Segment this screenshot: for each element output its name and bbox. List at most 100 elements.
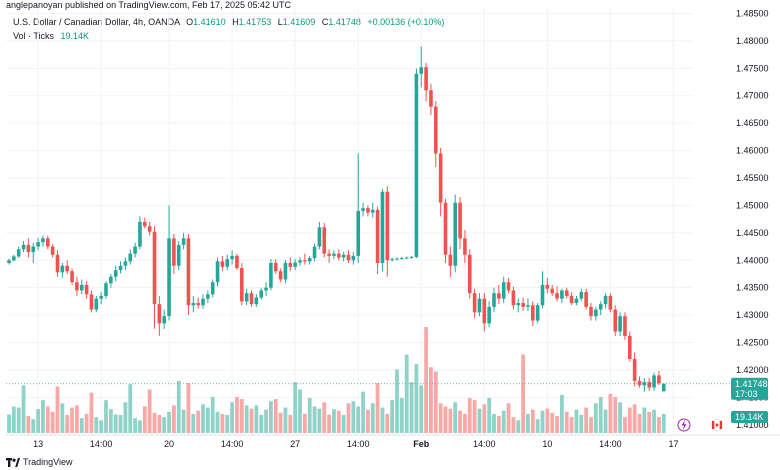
volume-bar	[603, 409, 608, 433]
volume-bar	[482, 404, 487, 433]
volume-bar	[627, 407, 632, 433]
volume-bar	[162, 417, 167, 433]
volume-bar	[133, 418, 137, 433]
volume-bar	[467, 398, 472, 433]
volume-bar	[75, 405, 79, 433]
candle-body	[293, 262, 297, 267]
volume-bar	[11, 406, 16, 433]
volume-bar	[84, 413, 89, 433]
candle-body	[60, 265, 65, 273]
volume-bar	[395, 369, 399, 433]
footer-brand: TradingView	[23, 457, 73, 467]
candle-body	[492, 293, 496, 307]
volume-bar	[113, 414, 118, 433]
candle-body	[351, 255, 356, 261]
price-tick-label: 1.45500	[736, 173, 769, 183]
candle-body	[244, 293, 249, 302]
candle-body	[497, 293, 501, 299]
candle-body	[628, 335, 632, 359]
current-price-badge[interactable]	[731, 377, 768, 400]
chart-legend: U.S. Dollar / Canadian Dollar, 4h, OANDA…	[13, 16, 444, 43]
volume-bar	[647, 411, 652, 433]
volume-bar	[545, 408, 550, 433]
candle-body	[555, 293, 559, 299]
volume-bar	[506, 403, 511, 433]
publisher-note: anglepanoyan published on TradingView.co…	[6, 0, 292, 10]
volume-bar	[176, 381, 181, 433]
volume-bar	[637, 413, 642, 433]
candle-body	[482, 298, 487, 324]
price-tick-label: 1.48500	[736, 8, 769, 18]
candle-body	[201, 298, 205, 306]
time-tick-label: Feb	[413, 439, 430, 449]
candle-body	[196, 303, 200, 306]
volume-bar	[399, 398, 404, 433]
flag-leaf	[715, 423, 719, 427]
volume-bar	[535, 419, 540, 433]
volume-bar	[254, 405, 259, 433]
volume-bar	[618, 402, 622, 433]
candle-body	[118, 265, 123, 271]
candle-body	[584, 292, 588, 307]
candle-body	[598, 304, 603, 310]
legend-volume-value: 19.14K	[60, 31, 90, 41]
volume-bar	[41, 400, 45, 433]
volume-bar	[642, 407, 647, 433]
candle-body	[361, 208, 365, 211]
candle-body	[215, 261, 220, 283]
volume-bar	[593, 403, 598, 433]
candle-body	[138, 221, 142, 247]
volume-bar	[269, 401, 273, 433]
candle-body	[540, 284, 545, 306]
candle-body	[603, 295, 608, 305]
candle-body	[26, 244, 31, 253]
candle-body	[288, 263, 293, 267]
volume-bar	[501, 410, 506, 433]
volume-bar	[613, 396, 618, 433]
candle-body	[113, 270, 118, 277]
candle-body	[487, 306, 491, 324]
volume-bar	[409, 382, 414, 433]
candle-body	[109, 276, 113, 284]
candle-body	[273, 263, 278, 272]
volume-bar	[419, 385, 424, 433]
legend-volume-label[interactable]: Vol · Ticks	[13, 31, 55, 41]
candle-body	[133, 246, 137, 254]
candle-body	[46, 238, 50, 247]
candle-body	[569, 295, 574, 304]
volume-bar	[327, 414, 331, 433]
time-tick-label: 10	[542, 439, 552, 449]
candle-body	[152, 231, 157, 305]
candle-body	[506, 282, 511, 291]
volume-bar	[157, 414, 162, 433]
candle-body	[385, 191, 390, 261]
candle-body	[167, 238, 171, 317]
volume-bar	[55, 386, 60, 433]
candle-body	[89, 294, 94, 310]
candle-body	[526, 305, 530, 307]
volume-bar	[317, 408, 322, 433]
volume-bar	[239, 399, 244, 433]
candle-body	[400, 258, 404, 260]
volume-bar	[104, 400, 108, 433]
candle-body	[147, 226, 152, 232]
candle-body	[429, 90, 433, 107]
volume-bar	[31, 419, 36, 433]
candle-body	[434, 106, 438, 154]
candle-body	[322, 227, 327, 254]
flag-band-right	[719, 421, 722, 429]
time-tick-label: 20	[164, 439, 174, 449]
candle-body	[75, 282, 79, 291]
volume-bar	[632, 404, 637, 433]
volume-bar	[414, 364, 419, 433]
candle-body	[220, 261, 225, 267]
legend-symbol[interactable]: U.S. Dollar / Canadian Dollar, 4h, OANDA	[13, 17, 180, 27]
volume-bar	[463, 413, 467, 433]
volume-bar	[312, 406, 317, 433]
volume-bar	[652, 409, 656, 433]
volume-bar	[205, 407, 210, 433]
time-tick-label: 14:00	[90, 439, 113, 449]
candle-body	[443, 202, 448, 255]
volume-bar	[385, 413, 390, 433]
